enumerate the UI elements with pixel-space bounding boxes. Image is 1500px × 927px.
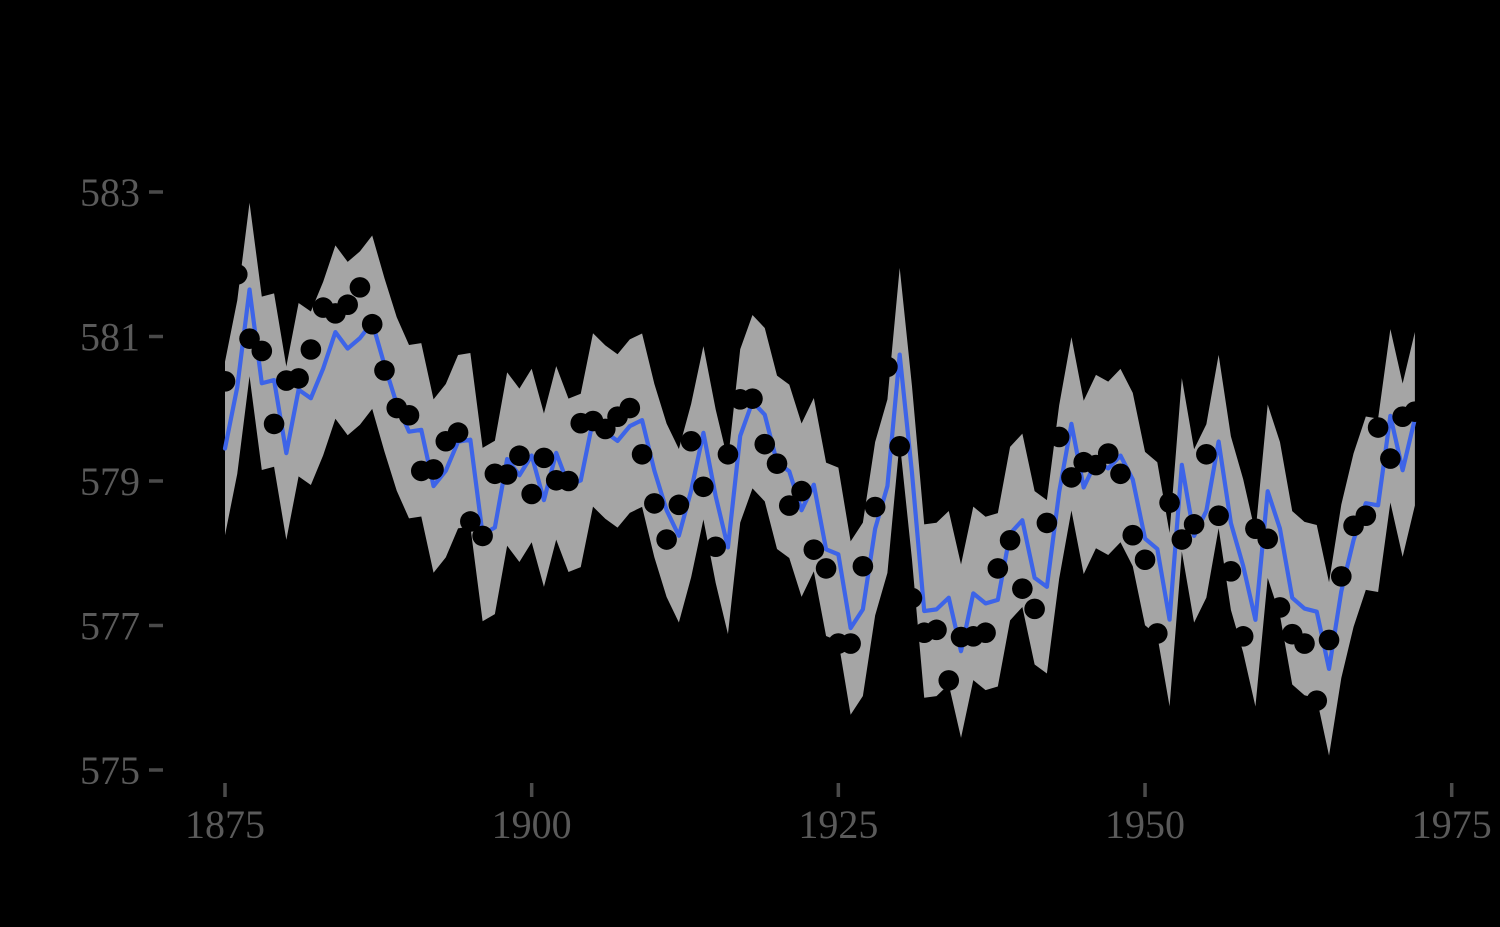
observed-point bbox=[1134, 549, 1156, 571]
observed-point bbox=[791, 480, 812, 502]
observed-point bbox=[447, 422, 469, 443]
observed-point bbox=[1012, 578, 1033, 599]
observed-point bbox=[1220, 561, 1242, 582]
observed-point bbox=[263, 413, 285, 435]
observed-point bbox=[349, 277, 371, 298]
observed-point bbox=[361, 313, 383, 335]
observed-point bbox=[926, 619, 947, 641]
observed-point bbox=[288, 368, 309, 389]
observed-point bbox=[374, 360, 395, 381]
y-axis-tick-label: 575 bbox=[80, 748, 140, 793]
observed-point bbox=[1061, 467, 1082, 488]
observed-point bbox=[1269, 597, 1291, 618]
observed-point bbox=[742, 388, 763, 409]
observed-point bbox=[1036, 512, 1058, 534]
observed-point bbox=[1110, 463, 1131, 485]
observed-point bbox=[1232, 626, 1254, 647]
observed-point bbox=[398, 404, 420, 426]
observed-point bbox=[1294, 633, 1315, 654]
observed-point bbox=[987, 558, 1009, 579]
y-axis-tick-label: 579 bbox=[80, 459, 140, 504]
observed-point bbox=[754, 433, 776, 455]
observed-point bbox=[705, 536, 726, 558]
observed-point bbox=[1183, 514, 1205, 535]
x-axis-tick-label: 1900 bbox=[492, 802, 572, 847]
observed-point bbox=[1171, 529, 1193, 550]
observed-point bbox=[693, 476, 714, 498]
observed-point bbox=[509, 445, 530, 467]
observed-point bbox=[1404, 401, 1426, 422]
y-axis-tick-label: 577 bbox=[80, 604, 140, 649]
x-axis-tick-label: 1950 bbox=[1105, 802, 1185, 847]
observed-point bbox=[631, 443, 653, 465]
observed-point bbox=[1331, 566, 1352, 587]
observed-point bbox=[1355, 505, 1377, 526]
observed-point bbox=[460, 511, 481, 532]
observed-point bbox=[226, 264, 248, 285]
observed-point bbox=[1318, 629, 1340, 651]
x-axis-tick-label: 1975 bbox=[1412, 802, 1492, 847]
observed-point bbox=[1097, 443, 1119, 464]
observed-point bbox=[975, 622, 996, 644]
observed-point bbox=[337, 294, 358, 316]
observed-point bbox=[889, 436, 910, 457]
y-axis-tick-label: 583 bbox=[80, 170, 140, 215]
y-axis: 583 581 579 577 575 bbox=[80, 170, 163, 793]
observed-point bbox=[1257, 528, 1278, 550]
observed-point bbox=[644, 493, 665, 514]
observed-point bbox=[1367, 417, 1389, 438]
observed-point bbox=[496, 464, 518, 485]
observed-point bbox=[300, 339, 322, 360]
observed-point bbox=[1159, 492, 1180, 513]
observed-point bbox=[877, 356, 898, 378]
observed-point bbox=[864, 496, 886, 518]
observed-point bbox=[251, 340, 273, 362]
observed-point bbox=[766, 453, 788, 474]
observed-point bbox=[1380, 448, 1401, 469]
x-axis-tick-label: 1925 bbox=[798, 802, 878, 847]
observed-point bbox=[1306, 690, 1328, 711]
observed-point bbox=[840, 633, 861, 654]
observed-point bbox=[938, 670, 960, 691]
observed-point bbox=[852, 555, 874, 577]
observed-points-layer bbox=[214, 264, 1426, 711]
observed-point bbox=[1024, 598, 1045, 620]
x-axis-tick-label: 1875 bbox=[185, 802, 265, 847]
observed-point bbox=[680, 430, 702, 452]
observed-point bbox=[472, 525, 493, 547]
observed-point bbox=[1146, 623, 1168, 644]
observed-point bbox=[619, 397, 641, 419]
observed-point bbox=[999, 529, 1021, 551]
x-axis: 1875 1900 1925 1950 1975 bbox=[185, 783, 1492, 847]
observed-point bbox=[717, 443, 739, 465]
observed-point bbox=[1122, 524, 1144, 546]
prediction-ribbon-layer bbox=[225, 202, 1415, 756]
observed-point bbox=[1196, 443, 1217, 465]
observed-point bbox=[668, 494, 690, 516]
observed-point bbox=[533, 447, 555, 469]
prediction-interval-ribbon bbox=[225, 202, 1415, 756]
observed-point bbox=[214, 371, 236, 392]
observed-point bbox=[423, 459, 444, 480]
observed-point bbox=[803, 539, 825, 560]
y-axis-tick-label: 581 bbox=[80, 315, 140, 360]
observed-point bbox=[558, 470, 579, 492]
observed-point bbox=[1208, 505, 1229, 526]
observed-point bbox=[778, 495, 800, 516]
observed-point bbox=[521, 483, 542, 505]
observed-point bbox=[815, 558, 837, 579]
observed-point bbox=[1048, 426, 1070, 448]
observed-point bbox=[901, 587, 923, 609]
observed-point bbox=[656, 529, 677, 550]
